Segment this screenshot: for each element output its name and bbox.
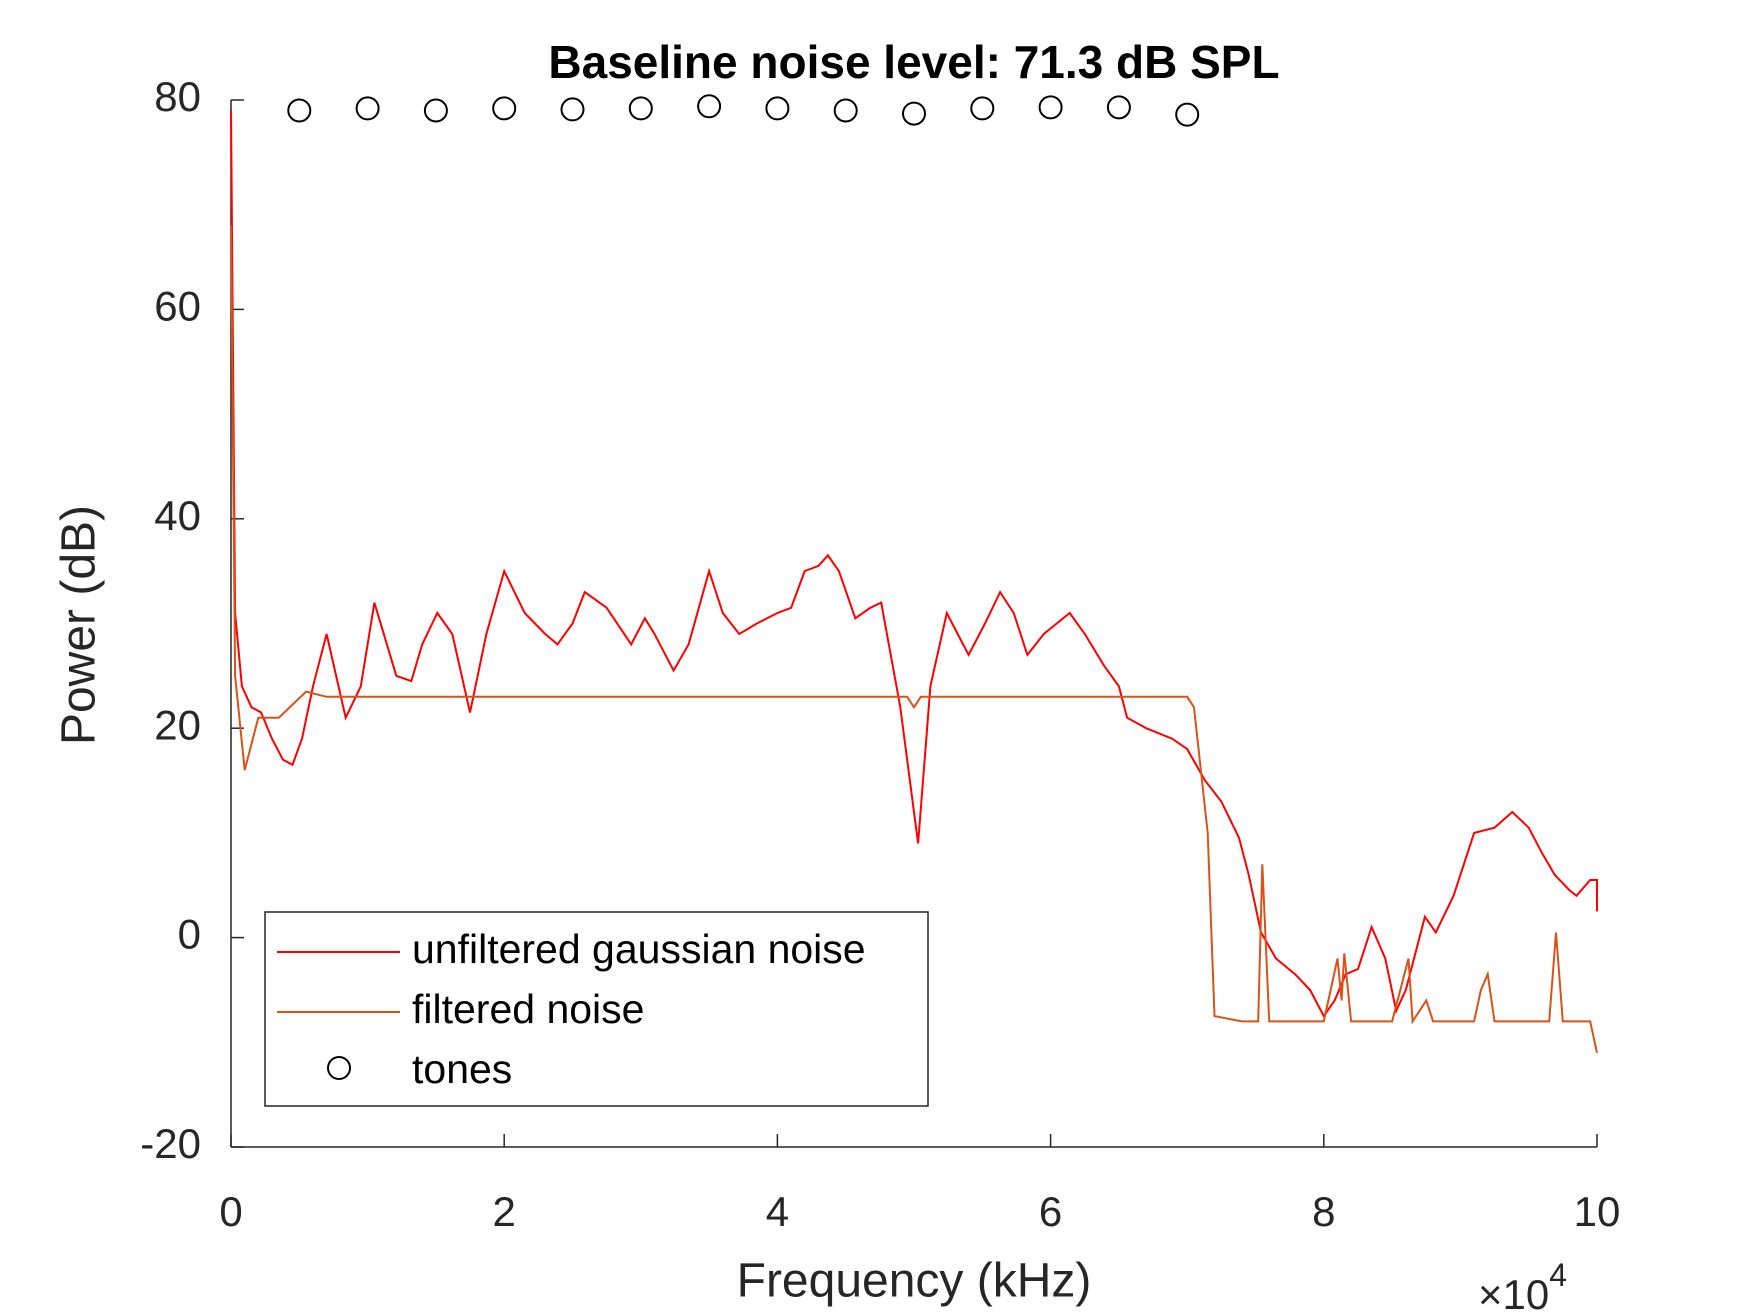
line (230, 225, 1598, 1054)
y-tick-label: 80 (154, 73, 201, 120)
tone-marker (423, 98, 448, 123)
x-multiplier: ×104 (1478, 1257, 1567, 1313)
x-tick-label: 0 (219, 1188, 242, 1235)
x-tick-label: 10 (1574, 1188, 1621, 1235)
tone-marker (902, 101, 926, 126)
chart-title: Baseline noise level: 71.3 dB SPL (548, 36, 1279, 88)
y-tick-label: 40 (154, 492, 201, 539)
y-tick-label: 0 (178, 911, 201, 958)
tone-marker (287, 98, 312, 123)
x-axis-label: Frequency (kHz) (737, 1255, 1092, 1308)
line (230, 110, 1598, 1019)
x-tick-label: 2 (493, 1188, 516, 1235)
y-axis-label: Power (dB) (53, 505, 106, 745)
tone-marker (355, 96, 380, 121)
legend-box (264, 911, 929, 1107)
tone-marker (1038, 95, 1063, 120)
legend-label: tones (412, 1046, 512, 1092)
tone-marker (1175, 102, 1200, 127)
y-tick-label: 60 (154, 282, 201, 329)
tone-marker (492, 96, 517, 121)
tone-marker (1106, 95, 1131, 120)
x-tick-label: 4 (766, 1188, 789, 1235)
tone-marker (697, 94, 722, 119)
x-tick-label: 6 (1039, 1188, 1062, 1235)
tone-marker (560, 97, 585, 122)
legend-label: filtered noise (412, 986, 644, 1032)
legend-label: unfiltered gaussian noise (412, 926, 866, 972)
tone-marker (765, 96, 790, 121)
y-tick-label: 20 (154, 701, 201, 748)
legend-swatch (327, 1056, 351, 1080)
y-tick-label: -20 (140, 1120, 201, 1167)
tone-marker (628, 96, 653, 121)
tone-marker (833, 98, 858, 123)
x-multiplier-base: ×10 (1478, 1271, 1549, 1313)
x-tick-label: 8 (1312, 1188, 1335, 1235)
tone-marker (970, 96, 995, 121)
x-multiplier-exponent: 4 (1549, 1257, 1567, 1293)
